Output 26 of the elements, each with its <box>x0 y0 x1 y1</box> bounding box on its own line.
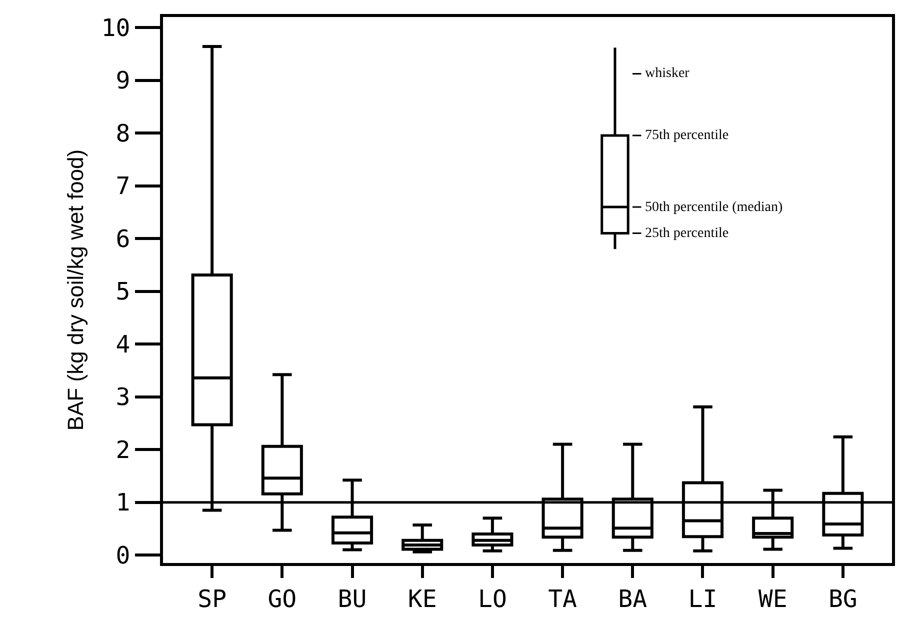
y-tick-label: 9 <box>116 66 130 95</box>
x-tick-label: BU <box>338 584 367 613</box>
y-tick-label: 2 <box>116 436 130 464</box>
x-tick-label: LI <box>688 584 718 613</box>
annotation: 25th percentile <box>645 226 729 241</box>
y-tick-label: 7 <box>116 172 130 200</box>
x-tick-label: WE <box>758 584 788 613</box>
annotation: 75th percentile <box>645 128 729 143</box>
x-tick-label: GO <box>268 584 297 613</box>
y-tick-label: 5 <box>116 278 130 306</box>
x-tick-label: BG <box>828 584 858 613</box>
x-tick-label: TA <box>548 584 578 613</box>
x-tick-label: KE <box>408 584 437 613</box>
x-tick-label: BA <box>618 584 648 613</box>
y-tick-label: 1 <box>116 488 130 517</box>
y-tick-label: 6 <box>116 224 130 253</box>
annotation: whisker <box>645 66 690 81</box>
y-tick-label: 0 <box>116 541 130 570</box>
y-tick-label: 4 <box>116 330 130 358</box>
y-tick-label: 8 <box>116 119 130 148</box>
annotation: 50th percentile (median) <box>645 200 783 215</box>
y-tick-label: 3 <box>116 383 130 412</box>
y-tick-label: 10 <box>101 14 130 42</box>
x-tick-label: SP <box>198 584 227 613</box>
y-axis-title: BAF (kg dry soil/kg wet food) <box>63 149 88 431</box>
x-tick-label: LO <box>478 584 507 613</box>
